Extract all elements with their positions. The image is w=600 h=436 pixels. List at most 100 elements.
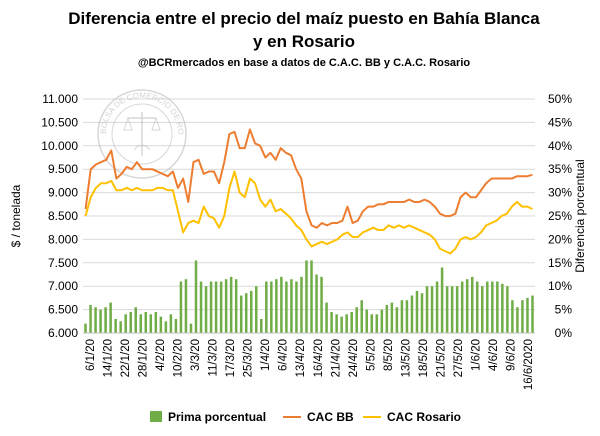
x-axis-tick-label: 1/6/20 <box>470 339 482 371</box>
left-axis-tick-label: 10.000 <box>41 139 78 153</box>
x-axis-tick-label: 27/5/20 <box>453 339 465 377</box>
x-axis-tick-label: 11/3/20 <box>208 339 220 377</box>
bar-prima-porcentual <box>164 321 168 333</box>
bar-prima-porcentual <box>475 281 479 333</box>
bar-prima-porcentual <box>430 286 434 333</box>
bar-prima-porcentual <box>486 281 489 333</box>
bar-prima-porcentual <box>209 281 213 333</box>
chart-title-line-2: y en Rosario <box>253 32 355 51</box>
line-cac-bb <box>84 128 533 229</box>
bar-prima-porcentual <box>285 281 288 333</box>
bar-prima-porcentual <box>460 281 464 333</box>
series-lines <box>84 128 533 255</box>
bar-prima-porcentual <box>375 314 379 333</box>
bar-prima-porcentual <box>144 311 148 333</box>
left-axis-tick-label: 8.500 <box>48 209 78 223</box>
x-axis-tick-label: 25/3/20 <box>243 339 255 377</box>
chart-title-line-1: Diferencia entre el precio del maíz pues… <box>68 9 540 28</box>
bar-prima-porcentual <box>234 279 238 333</box>
bar-prima-porcentual <box>470 276 474 333</box>
bar-prima-porcentual <box>94 307 97 333</box>
bar-prima-porcentual <box>244 293 248 333</box>
legend-label-prima-porcentual: Prima porcentual <box>168 410 266 424</box>
bar-prima-porcentual <box>405 300 409 333</box>
bar-prima-porcentual <box>184 279 188 333</box>
bar-prima-porcentual <box>169 314 173 333</box>
bar-prima-porcentual <box>435 281 439 333</box>
legend-label-cac-bb: CAC BB <box>307 410 354 424</box>
left-axis-title: $ / tonelada <box>9 184 23 247</box>
bar-prima-porcentual <box>214 281 218 333</box>
bar-prima-porcentual <box>300 276 303 333</box>
x-axis-tick-label: 4/2/20 <box>155 339 167 371</box>
bar-prima-porcentual <box>506 286 509 333</box>
x-axis-tick-label: 22/1/20 <box>120 339 132 377</box>
right-axis-tick-label: 0% <box>555 326 573 340</box>
bar-prima-porcentual <box>526 297 529 333</box>
bar-prima-porcentual <box>280 276 283 333</box>
gridlines <box>83 98 535 334</box>
bar-prima-porcentual <box>124 314 127 333</box>
bar-prima-porcentual <box>496 281 499 333</box>
x-axis-tick-label: 21/4/20 <box>330 339 342 377</box>
bar-prima-porcentual <box>521 300 524 333</box>
bar-prima-porcentual <box>380 309 384 333</box>
bar-prima-porcentual <box>365 309 369 333</box>
bar-prima-porcentual <box>239 295 243 333</box>
bar-prima-porcentual <box>149 314 153 333</box>
x-axis-tick-label: 9/6/20 <box>505 339 517 371</box>
bar-prima-porcentual <box>385 304 389 333</box>
bar-prima-porcentual <box>415 290 419 333</box>
bar-prima-porcentual <box>260 318 263 333</box>
bar-prima-porcentual <box>305 260 308 333</box>
x-axis-tick-label: 28/1/20 <box>138 339 150 377</box>
bar-prima-porcentual <box>194 260 198 333</box>
right-axis-tick-label: 45% <box>548 115 572 129</box>
bar-prima-porcentual <box>255 286 258 333</box>
bar-prima-porcentual <box>516 307 519 333</box>
bar-prima-porcentual <box>159 316 163 333</box>
bar-prima-porcentual <box>89 304 92 333</box>
bar-prima-porcentual <box>119 321 122 333</box>
bar-prima-porcentual <box>204 286 208 333</box>
x-axis-tick-label: 5/5/20 <box>365 339 377 371</box>
bar-prima-porcentual <box>455 286 459 333</box>
bar-prima-porcentual <box>501 283 504 333</box>
bar-prima-porcentual <box>310 260 313 333</box>
bar-prima-porcentual <box>350 311 353 333</box>
bar-prima-porcentual <box>109 302 112 333</box>
chart-subtitle: @BCRmercados en base a datos de C.A.C. B… <box>138 57 471 69</box>
bar-prima-porcentual <box>330 311 333 333</box>
bar-prima-porcentual <box>315 274 318 333</box>
x-axis-tick-label: 4/6/20 <box>488 339 500 371</box>
bar-prima-porcentual <box>445 286 449 333</box>
bar-prima-porcentual <box>511 300 514 333</box>
left-axis-tick-label: 7.500 <box>48 256 78 270</box>
bar-prima-porcentual <box>179 281 183 333</box>
bar-prima-porcentual <box>325 302 328 333</box>
x-axis-tick-label: 6/1/20 <box>85 339 97 371</box>
bar-prima-porcentual <box>174 318 178 333</box>
right-axis-tick-label: 50% <box>548 92 572 106</box>
bar-prima-porcentual <box>425 286 429 333</box>
bar-prima-porcentual <box>390 302 394 333</box>
bar-prima-porcentual <box>275 279 278 333</box>
x-axis-tick-label: 6/4/20 <box>278 339 290 371</box>
bar-prima-porcentual <box>335 314 338 333</box>
bar-prima-porcentual <box>229 276 233 333</box>
right-axis-tick-label: 30% <box>548 186 572 200</box>
left-axis-tick-labels: 6.000 6.500 7.000 7.500 8.000 8.500 9.000 9.500… <box>41 92 78 340</box>
x-axis-tick-label: 18/5/20 <box>418 339 430 377</box>
bar-prima-porcentual <box>199 281 203 333</box>
legend-label-cac-rosario: CAC Rosario <box>387 410 461 424</box>
bar-prima-porcentual <box>370 314 374 333</box>
bar-prima-porcentual <box>129 311 132 333</box>
x-axis-tick-label: 16/4/20 <box>313 339 325 377</box>
bar-prima-porcentual <box>481 286 484 333</box>
right-axis-tick-label: 35% <box>548 162 572 176</box>
left-axis-tick-label: 8.000 <box>48 232 78 246</box>
x-axis-tick-label: 17/3/20 <box>225 339 237 377</box>
line-cac-rosario <box>84 170 533 255</box>
x-axis-tick-label: 13/5/20 <box>400 339 412 377</box>
